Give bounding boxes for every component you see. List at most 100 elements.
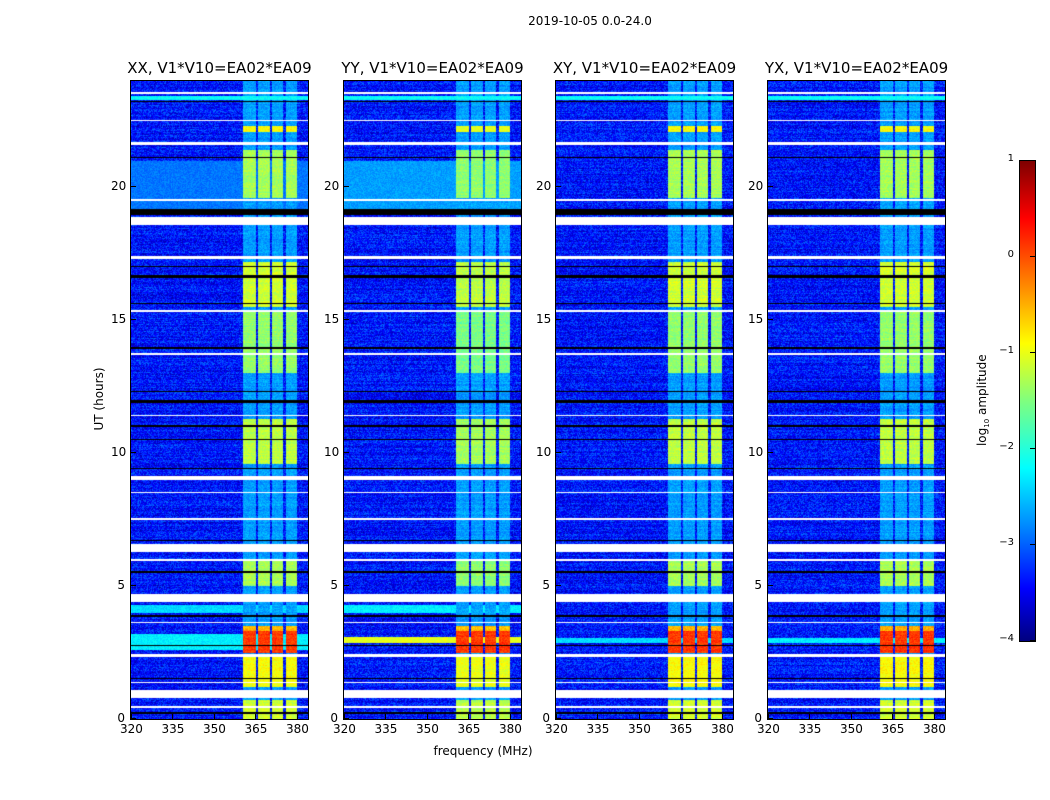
panel-title: YX, V1*V10=EA02*EA09	[764, 59, 949, 77]
y-tick-mark	[556, 452, 561, 454]
colorbar-tick-mark	[1030, 640, 1035, 641]
x-tick-mark	[172, 714, 174, 719]
x-tick-label: 350	[202, 722, 226, 736]
y-tick-label: 5	[542, 578, 550, 593]
y-tick-label: 0	[117, 711, 125, 725]
colorbar-tick-mark	[1030, 352, 1035, 353]
figure-title: 2019-10-05 0.0-24.0	[528, 14, 652, 28]
x-tick-label: 320	[757, 722, 780, 736]
y-tick-mark	[556, 585, 561, 587]
x-tick-mark	[213, 714, 215, 719]
y-tick-label: 0	[754, 711, 762, 725]
panel-title: XX, V1*V10=EA02*EA09	[127, 59, 312, 77]
y-tick-mark	[556, 718, 561, 719]
y-tick-label: 15	[748, 312, 764, 327]
x-tick-mark	[809, 714, 811, 719]
y-tick-mark	[768, 319, 773, 321]
heatmap-image	[768, 81, 945, 719]
spectrogram-panel-1	[343, 80, 522, 720]
x-tick-mark	[426, 714, 428, 719]
x-tick-label: 365	[881, 722, 905, 736]
colorbar-label-subscript: 10	[983, 418, 992, 428]
x-tick-mark	[933, 714, 935, 719]
colorbar-tick-label: −2	[999, 441, 1014, 452]
y-tick-label: 10	[111, 445, 127, 460]
colorbar-tick-mark	[1030, 544, 1035, 545]
y-tick-mark	[768, 718, 773, 719]
colorbar-tick-label: −4	[999, 633, 1014, 644]
x-tick-label: 320	[120, 722, 143, 736]
panel-title: YY, V1*V10=EA02*EA09	[341, 59, 524, 77]
colorbar-tick-mark	[1030, 160, 1035, 161]
colorbar-tick-mark	[1030, 448, 1035, 449]
x-tick-label: 365	[669, 722, 693, 736]
y-tick-mark	[344, 452, 349, 454]
x-tick-mark	[255, 714, 257, 719]
colorbar-tick-label: −3	[999, 537, 1014, 548]
y-tick-label: 5	[330, 578, 338, 593]
x-tick-mark	[597, 714, 599, 719]
y-tick-mark	[131, 186, 136, 188]
heatmap-image	[556, 81, 733, 719]
colorbar-label-prefix: log	[974, 427, 989, 447]
y-tick-mark	[556, 186, 561, 188]
y-tick-mark	[131, 319, 136, 321]
x-tick-label: 320	[545, 722, 568, 736]
x-tick-label: 335	[374, 722, 398, 736]
y-tick-label: 10	[324, 445, 340, 460]
y-axis-label: UT (hours)	[92, 367, 106, 431]
x-tick-label: 335	[798, 722, 822, 736]
x-tick-mark	[131, 714, 132, 719]
x-tick-mark	[721, 714, 723, 719]
spectrogram-panel-2	[555, 80, 734, 720]
y-tick-mark	[344, 319, 349, 321]
x-tick-mark	[850, 714, 852, 719]
x-tick-mark	[680, 714, 682, 719]
y-tick-label: 10	[536, 445, 552, 460]
x-axis-label: frequency (MHz)	[433, 744, 533, 758]
colorbar-tick-label: −1	[999, 345, 1014, 356]
x-tick-label: 365	[457, 722, 481, 736]
y-tick-mark	[344, 718, 349, 719]
colorbar-tick-label: 1	[1007, 153, 1014, 164]
x-tick-mark	[296, 714, 298, 719]
y-tick-mark	[556, 319, 561, 321]
heatmap-image	[344, 81, 521, 719]
colorbar-label-suffix: amplitude	[974, 354, 989, 419]
x-tick-label: 350	[415, 722, 439, 736]
x-tick-mark	[768, 714, 769, 719]
y-tick-mark	[344, 585, 349, 587]
x-tick-mark	[509, 714, 511, 719]
y-tick-label: 20	[324, 179, 340, 194]
y-tick-mark	[768, 452, 773, 454]
colorbar-label: log10 amplitude	[975, 335, 991, 465]
y-tick-label: 10	[748, 445, 764, 460]
y-tick-mark	[768, 186, 773, 188]
y-tick-mark	[131, 585, 136, 587]
y-tick-label: 0	[330, 711, 338, 725]
x-tick-mark	[892, 714, 894, 719]
x-tick-mark	[468, 714, 470, 719]
x-tick-label: 380	[710, 722, 734, 736]
heatmap-image	[131, 81, 308, 719]
y-tick-label: 5	[754, 578, 762, 593]
y-tick-mark	[768, 585, 773, 587]
y-tick-label: 0	[542, 711, 550, 725]
x-tick-label: 380	[922, 722, 946, 736]
y-tick-label: 20	[748, 179, 764, 194]
x-tick-label: 380	[285, 722, 309, 736]
x-tick-mark	[344, 714, 345, 719]
y-tick-label: 15	[536, 312, 552, 327]
x-tick-label: 320	[333, 722, 356, 736]
x-tick-label: 380	[498, 722, 522, 736]
spectrogram-panel-0	[130, 80, 309, 720]
x-tick-label: 335	[586, 722, 610, 736]
x-tick-label: 350	[627, 722, 651, 736]
x-tick-mark	[638, 714, 640, 719]
y-tick-mark	[131, 718, 136, 719]
y-tick-mark	[344, 186, 349, 188]
colorbar-tick-mark	[1030, 256, 1035, 257]
y-tick-label: 20	[111, 179, 127, 194]
colorbar-tick-label: 0	[1007, 249, 1014, 260]
